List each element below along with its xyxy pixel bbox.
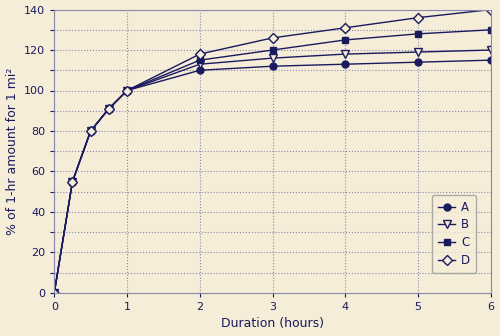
- B: [52, 291, 58, 295]
- Line: A: A: [51, 57, 494, 296]
- D: [88, 129, 94, 133]
- A: [106, 107, 112, 111]
- Legend: A, B, C, D: A, B, C, D: [432, 195, 476, 273]
- D: [52, 291, 58, 295]
- B: [70, 179, 75, 183]
- A: [488, 58, 494, 62]
- D: [197, 52, 203, 56]
- B: [124, 88, 130, 92]
- B: [106, 107, 112, 111]
- Line: D: D: [51, 6, 494, 296]
- B: [488, 48, 494, 52]
- B: [342, 52, 348, 56]
- D: [270, 36, 276, 40]
- C: [197, 58, 203, 62]
- A: [52, 291, 58, 295]
- C: [124, 88, 130, 92]
- C: [70, 179, 75, 183]
- D: [106, 107, 112, 111]
- C: [342, 38, 348, 42]
- A: [124, 88, 130, 92]
- A: [342, 62, 348, 66]
- C: [270, 48, 276, 52]
- Y-axis label: % of 1-hr amount for 1 mi²: % of 1-hr amount for 1 mi²: [6, 68, 18, 235]
- Line: B: B: [50, 46, 495, 297]
- D: [70, 179, 75, 183]
- A: [88, 129, 94, 133]
- D: [342, 26, 348, 30]
- C: [52, 291, 58, 295]
- B: [197, 62, 203, 66]
- B: [88, 129, 94, 133]
- D: [415, 16, 421, 20]
- C: [88, 129, 94, 133]
- A: [415, 60, 421, 64]
- D: [488, 7, 494, 11]
- C: [488, 28, 494, 32]
- B: [415, 50, 421, 54]
- B: [270, 56, 276, 60]
- A: [197, 68, 203, 72]
- X-axis label: Duration (hours): Duration (hours): [221, 318, 324, 330]
- D: [124, 88, 130, 92]
- C: [106, 107, 112, 111]
- A: [270, 64, 276, 68]
- Line: C: C: [51, 26, 494, 296]
- C: [415, 32, 421, 36]
- A: [70, 179, 75, 183]
